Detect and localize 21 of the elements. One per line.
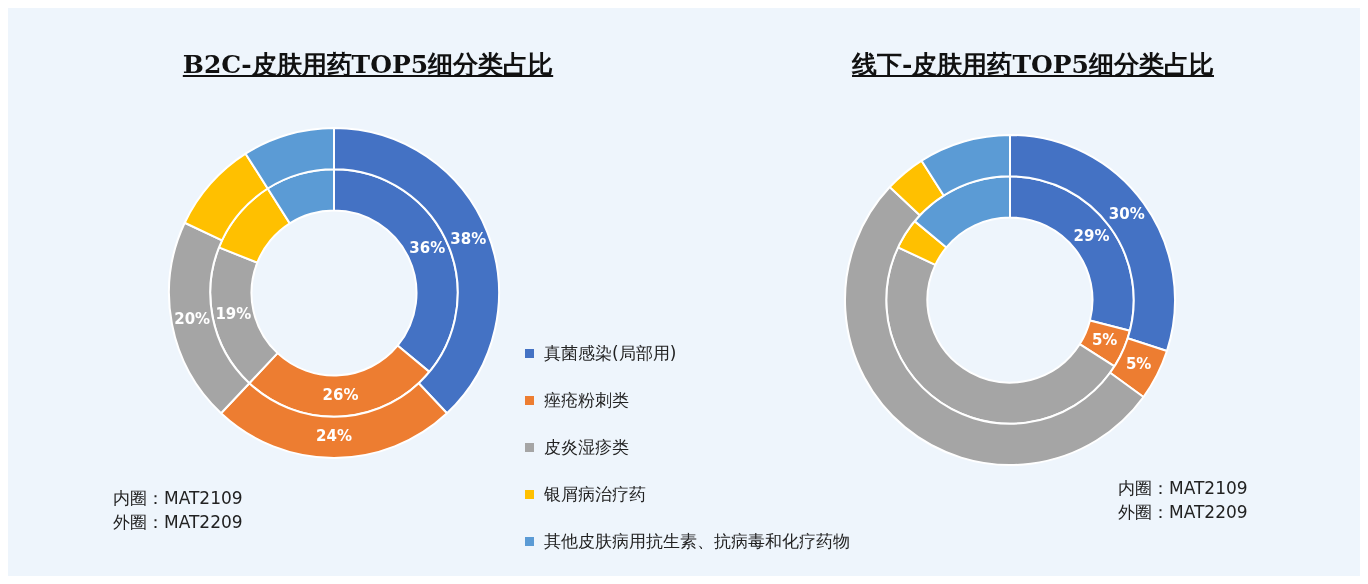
data-label: 29% bbox=[1073, 226, 1110, 245]
data-label: 30% bbox=[1108, 205, 1145, 224]
legend-label: 其他皮肤病用抗生素、抗病毒和化疗药物 bbox=[544, 530, 850, 553]
legend-label: 真菌感染(局部用) bbox=[544, 342, 677, 365]
chart-title: 线下-皮肤用药TOP5细分类占比 bbox=[852, 50, 1214, 79]
legend-label: 银屑病治疗药 bbox=[544, 483, 646, 506]
data-label: 5% bbox=[1125, 355, 1152, 374]
data-label: 5% bbox=[1091, 330, 1118, 349]
data-label: 20% bbox=[174, 309, 211, 328]
legend-label: 皮炎湿疹类 bbox=[544, 436, 629, 459]
legend-label: 痤疮粉刺类 bbox=[544, 389, 629, 412]
text: 外圈：MAT2209 bbox=[113, 511, 243, 534]
chart-title: B2C-皮肤用药TOP5细分类占比 bbox=[182, 50, 554, 79]
data-label: 36% bbox=[409, 238, 446, 257]
text: 内圈：MAT2109 bbox=[1118, 477, 1248, 500]
data-label: 19% bbox=[215, 305, 252, 324]
text: 内圈：MAT2109 bbox=[113, 487, 243, 510]
data-label: 38% bbox=[450, 229, 487, 248]
data-label: 26% bbox=[322, 385, 359, 404]
data-label: 24% bbox=[316, 427, 352, 446]
text: 外圈：MAT2209 bbox=[1118, 501, 1248, 524]
